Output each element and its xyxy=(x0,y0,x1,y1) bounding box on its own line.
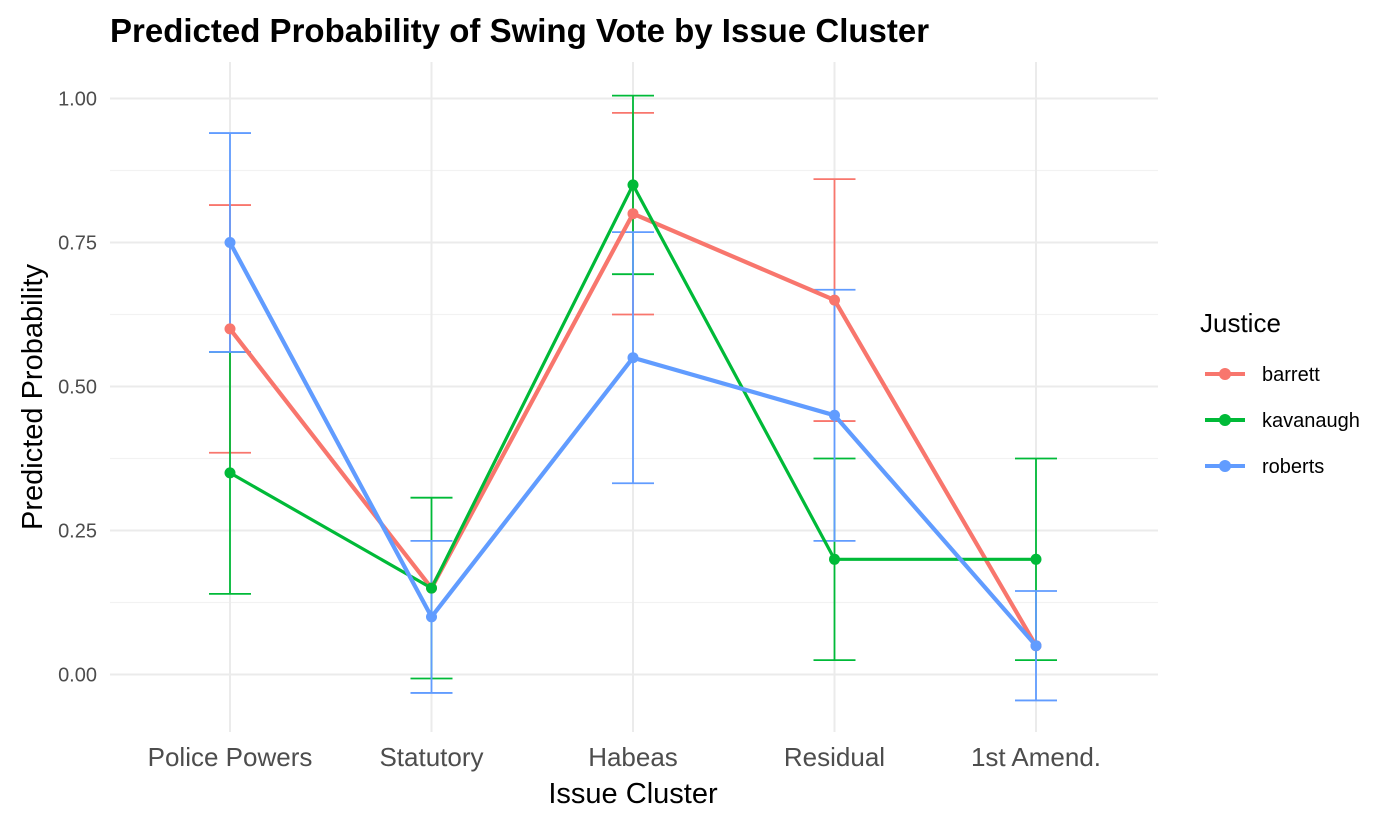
legend-key-point xyxy=(1219,460,1231,472)
data-point-kavanaugh xyxy=(829,553,840,565)
data-point-roberts xyxy=(426,611,437,623)
y-axis-title: Predicted Probability xyxy=(17,264,49,530)
legend-label: kavanaugh xyxy=(1262,410,1360,432)
legend-item-roberts: roberts xyxy=(1205,456,1324,478)
x-tick-label: Police Powers xyxy=(148,742,313,772)
legend-item-barrett: barrett xyxy=(1205,364,1320,386)
y-tick-label: 0.25 xyxy=(58,521,97,543)
data-point-barrett xyxy=(627,208,639,220)
x-tick-label: Statutory xyxy=(379,742,483,772)
y-tick-label: 0.75 xyxy=(58,233,97,255)
data-point-barrett xyxy=(829,294,840,306)
x-axis-ticks: Police Powers Statutory Habeas Residual 1st … xyxy=(148,742,1101,772)
grid xyxy=(110,62,1158,732)
x-tick-label: 1st Amend. xyxy=(971,742,1101,772)
data-point-kavanaugh xyxy=(426,582,437,594)
x-axis-title: Issue Cluster xyxy=(548,778,718,810)
y-tick-label: 1.00 xyxy=(58,89,97,111)
x-tick-label: Residual xyxy=(784,742,885,772)
data-point-roberts xyxy=(224,237,236,248)
legend-label: roberts xyxy=(1262,456,1324,478)
y-axis-ticks: 0.00 0.25 0.50 0.75 1.00 xyxy=(58,89,97,687)
data-point-kavanaugh xyxy=(1030,553,1042,565)
data-point-roberts xyxy=(829,409,840,421)
series-points xyxy=(224,179,1042,652)
data-point-roberts xyxy=(627,352,639,364)
data-point-roberts xyxy=(1030,640,1042,652)
y-tick-label: 0.50 xyxy=(58,377,97,399)
legend-key-point xyxy=(1219,414,1231,426)
chart-title: Predicted Probability of Swing Vote by I… xyxy=(110,12,929,49)
x-tick-label: Habeas xyxy=(588,742,678,772)
legend-item-kavanaugh: kavanaugh xyxy=(1205,410,1360,432)
legend-key-point xyxy=(1219,368,1231,380)
legend-title: Justice xyxy=(1200,308,1281,338)
y-tick-label: 0.00 xyxy=(58,665,97,687)
legend-label: barrett xyxy=(1262,364,1320,386)
legend-items: barrett kavanaugh roberts xyxy=(1205,364,1360,478)
legend: Justice barrett kavanaugh roberts xyxy=(1200,308,1360,478)
data-point-barrett xyxy=(224,323,236,335)
data-point-kavanaugh xyxy=(224,467,236,479)
data-point-kavanaugh xyxy=(627,179,639,191)
